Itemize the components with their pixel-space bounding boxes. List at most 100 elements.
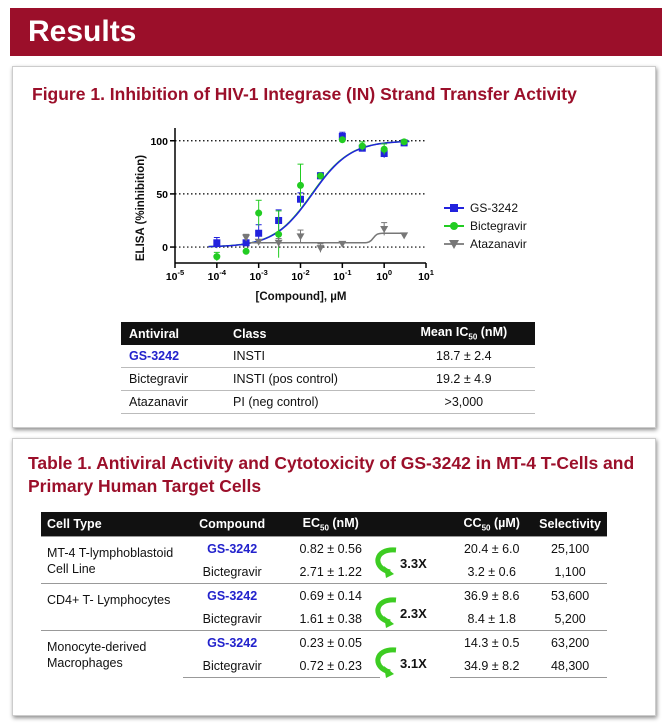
legend-label: Bictegravir [470,219,527,233]
legend-label: Atazanavir [470,237,527,251]
cell-type: MT-4 T-lymphoblastoid Cell Line [41,536,184,584]
x-tick-label: 10-5 [166,268,184,283]
data-point [254,238,263,246]
cell-compound: Bictegravir [183,654,282,678]
data-point [213,239,221,247]
data-point [400,232,409,240]
table-header-row: Antiviral Class Mean IC50 (nM) [121,322,535,345]
cell-antiviral: Atazanavir [121,390,226,414]
data-point [338,240,347,248]
data-point [380,145,388,153]
cell-selectivity: 48,300 [533,654,607,678]
cell-ic50: 18.7 ± 2.4 [392,345,535,368]
fold-label: 3.3X [400,556,427,571]
cell-selectivity: 63,200 [533,630,607,654]
legend-label: GS-3242 [470,201,519,215]
cell-antiviral: Bictegravir [121,367,226,391]
cell-ic50: >3,000 [392,390,535,414]
data-point [358,142,366,150]
header-antiviral: Antiviral [121,322,226,345]
gs3242-fit-curve [208,140,410,248]
table-row: Bictegravir 1.61 ± 0.38 8.4 ± 1.8 5,200 [41,607,607,631]
header-ic50: Mean IC50 (nM) [392,322,535,345]
cell-ec50: 2.71 ± 1.22 [299,564,362,579]
results-banner: Results [10,8,662,56]
cell-antiviral: GS-3242 [121,345,226,368]
cell-compound: GS-3242 [183,583,282,607]
header-compound: Compound [183,512,282,537]
data-point [255,229,263,237]
atazanavir-fit-curve [246,232,406,244]
data-point [274,239,283,247]
cell-cc50: 36.9 ± 8.6 [450,583,534,607]
cell-class: PI (neg control) [225,390,393,414]
y-tick-label: 0 [162,242,168,254]
cell-selectivity: 53,600 [533,583,607,607]
table-row: Bictegravir INSTI (pos control) 19.2 ± 4… [121,367,535,391]
cell-type: CD4+ T- Lymphocytes [41,583,184,631]
cell-compound: Bictegravir [202,611,262,626]
header-cell-type: Cell Type [41,512,184,537]
cell-cc50: 20.4 ± 6.0 [450,536,534,560]
data-point [242,247,250,255]
table-row: CD4+ T- Lymphocytes GS-3242 0.69 ± 0.14 … [41,583,607,631]
table-row: GS-3242 INSTI 18.7 ± 2.4 [121,345,535,368]
cell-ic50: 19.2 ± 4.9 [392,367,535,391]
y-tick-label: 50 [156,189,168,201]
cell-class: INSTI [225,345,393,368]
data-point [255,209,263,217]
cell-ec50: 0.82 ± 0.56 [281,536,381,560]
cell-compound: Bictegravir [202,564,262,579]
data-point [316,245,325,253]
cell-cc50: 14.3 ± 0.5 [450,630,534,654]
y-axis-label: ELISA (%inhibition) [135,155,147,261]
cell-ec50: 0.69 ± 0.14 [281,583,381,607]
cell-cc50: 3.2 ± 0.6 [467,564,516,579]
data-point [213,253,221,261]
banner-title: Results [28,15,137,48]
header-ec50: EC50 (nM) [281,512,381,537]
x-tick-label: 10-2 [291,268,309,283]
y-tick-label: 100 [150,136,168,148]
cell-compound: GS-3242 [183,630,282,654]
fold-label: 2.3X [400,606,427,621]
fold-cell [380,630,451,678]
cell-ec50: 0.23 ± 0.05 [281,630,381,654]
data-point [275,230,283,238]
curved-arrow-icon [375,547,397,578]
header-cc50: CC50 (µM) [450,512,534,537]
triangle-marker-icon [449,240,459,249]
table-header-row: Cell Type Compound EC50 (nM) CC50 (µM) S… [41,512,607,537]
table-row: Bictegravir 0.72 ± 0.23 34.9 ± 8.2 48,30… [41,654,607,678]
figure-title: Figure 1. Inhibition of HIV-1 Integrase … [32,84,577,104]
header-fold-spacer [380,512,451,537]
cell-cc50: 34.9 ± 8.2 [450,654,534,678]
data-point [316,172,324,180]
circle-marker-icon [450,222,458,230]
data-point [242,234,251,242]
cell-selectivity: 1,100 [554,564,586,579]
x-tick-label: 101 [418,268,434,283]
x-tick-label: 10-4 [208,268,227,283]
header-selectivity: Selectivity [533,512,607,537]
ic50-table: Antiviral Class Mean IC50 (nM) GS-3242 I… [121,322,535,414]
square-marker-icon [450,204,458,212]
antiviral-activity-table: Cell Type Compound EC50 (nM) CC50 (µM) S… [41,512,607,678]
table-title: Table 1. Antiviral Activity and Cytotoxi… [28,453,635,496]
data-point [400,138,408,146]
data-point [297,181,304,189]
table-row: Bictegravir 2.71 ± 1.22 3.2 ± 0.6 1,100 [41,560,607,584]
curved-arrow-icon [375,597,397,628]
data-point [296,233,305,241]
cell-selectivity: 5,200 [554,611,586,626]
x-axis-label: [Compound], µM [256,291,347,303]
cell-ec50: 0.72 ± 0.23 [281,654,381,678]
header-class: Class [225,322,393,345]
data-point [380,225,389,233]
curved-arrow-icon [375,647,397,678]
cell-class: INSTI (pos control) [225,367,393,391]
data-point [242,239,250,247]
table-row: Monocyte-derived Macrophages GS-3242 0.2… [41,630,607,678]
x-tick-label: 10-3 [249,268,267,283]
cell-ec50: 1.61 ± 0.38 [299,611,362,626]
